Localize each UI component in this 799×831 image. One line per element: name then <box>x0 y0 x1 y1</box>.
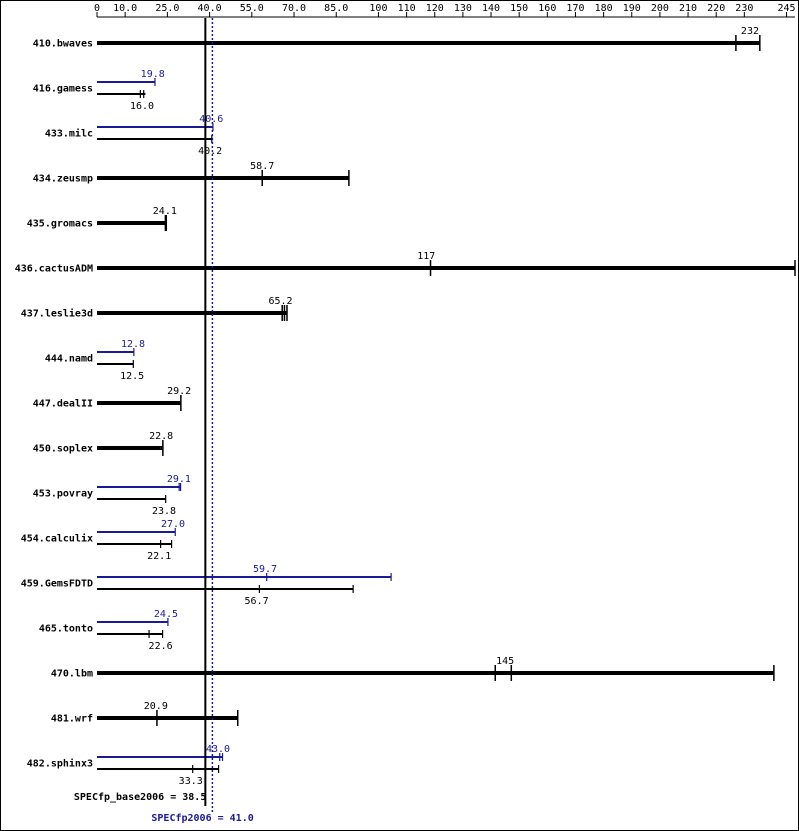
peak-value-label: 43.0 <box>206 744 230 755</box>
benchmark-row: 453.povray 29.1 23.8 <box>33 474 191 517</box>
base-value-label: 58.7 <box>250 161 274 172</box>
benchmark-name: 459.GemsFDTD <box>21 579 93 590</box>
base-mean-label: SPECfp_base2006 = 38.5 <box>74 792 206 803</box>
bars: 410.bwaves232416.gamess19.816.0433.milc4… <box>15 26 796 787</box>
benchmark-row: 470.lbm 145 <box>51 656 775 681</box>
benchmark-name: 454.calculix <box>21 533 93 545</box>
peak-value-label: 59.7 <box>253 564 277 575</box>
x-tick-label: 210 <box>679 3 697 14</box>
base-value-label: 22.1 <box>147 551 171 562</box>
x-tick-label: 70.0 <box>282 3 306 14</box>
peak-value-label: 27.0 <box>161 519 185 530</box>
benchmark-name: 482.sphinx3 <box>27 758 93 770</box>
peak-mean-label: SPECfp2006 = 41.0 <box>151 813 253 824</box>
benchmark-row: 416.gamess 19.8 16.0 <box>33 69 165 112</box>
base-value-label: 22.8 <box>149 431 173 442</box>
peak-value-label: 29.1 <box>167 474 191 485</box>
x-tick-label: 160 <box>538 3 556 14</box>
peak-value-label: 12.8 <box>121 339 145 350</box>
benchmark-row: 454.calculix 27.0 22.1 <box>21 519 185 562</box>
benchmark-name: 410.bwaves <box>33 39 93 50</box>
x-tick-label: 120 <box>426 3 444 14</box>
x-tick-label: 100 <box>369 3 387 14</box>
benchmark-name: 444.namd <box>45 354 93 365</box>
benchmark-row: 459.GemsFDTD 59.7 56.7 <box>21 564 392 607</box>
x-tick-label: 150 <box>510 3 528 14</box>
benchmark-row: 481.wrf 20.9 <box>51 701 239 726</box>
base-value-label: 16.0 <box>130 101 154 112</box>
summary-lines: SPECfp_base2006 = 38.5 SPECfp2006 = 41.0 <box>74 18 254 824</box>
x-tick-label: 130 <box>454 3 472 14</box>
benchmark-row: 410.bwaves 232 <box>33 26 761 51</box>
base-value-label: 22.6 <box>149 641 173 652</box>
x-tick-label: 55.0 <box>240 3 264 14</box>
x-tick-label: 10.0 <box>113 3 137 14</box>
benchmark-row: 435.gromacs 24.1 <box>27 206 177 231</box>
x-tick-label: 40.0 <box>198 3 222 14</box>
base-value-label: 33.3 <box>179 776 203 787</box>
benchmark-name: 436.cactusADM <box>15 264 93 275</box>
benchmark-row: 433.milc 40.6 40.2 <box>45 114 223 157</box>
base-value-label: 117 <box>417 251 435 262</box>
x-tick-label: 245 <box>778 3 796 14</box>
base-value-label: 23.8 <box>152 506 176 517</box>
benchmark-row: 465.tonto 24.5 22.6 <box>39 609 178 652</box>
x-tick-label: 110 <box>398 3 416 14</box>
benchmark-row: 444.namd 12.8 12.5 <box>45 339 145 382</box>
base-value-label: 20.9 <box>144 701 168 712</box>
x-tick-label: 200 <box>651 3 669 14</box>
base-value-label: 29.2 <box>167 386 191 397</box>
base-value-label: 12.5 <box>120 371 144 382</box>
benchmark-name: 416.gamess <box>33 84 93 95</box>
peak-value-label: 24.5 <box>154 609 178 620</box>
x-tick-label: 170 <box>566 3 584 14</box>
peak-value-label: 19.8 <box>141 69 165 80</box>
x-tick-label: 25.0 <box>155 3 179 14</box>
benchmark-name: 433.milc <box>45 128 93 140</box>
benchmark-row: 450.soplex 22.8 <box>33 431 173 456</box>
benchmark-row: 482.sphinx3 43.0 33.3 <box>27 744 230 787</box>
x-tick-label: 0 <box>94 3 100 14</box>
benchmark-name: 450.soplex <box>33 444 93 455</box>
base-value-label: 65.2 <box>268 296 292 307</box>
benchmark-name: 437.leslie3d <box>21 308 93 320</box>
base-value-label: 145 <box>496 656 514 667</box>
x-tick-label: 230 <box>735 3 753 14</box>
benchmark-name: 453.povray <box>33 489 93 500</box>
benchmark-name: 470.lbm <box>51 669 93 680</box>
base-value-label: 24.1 <box>153 206 177 217</box>
benchmark-row: 434.zeusmp 58.7 <box>33 161 350 186</box>
benchmark-name: 435.gromacs <box>27 219 93 230</box>
peak-value-label: 40.6 <box>199 114 223 125</box>
x-tick-label: 190 <box>623 3 641 14</box>
benchmark-name: 465.tonto <box>39 624 93 635</box>
benchmark-name: 434.zeusmp <box>33 174 93 185</box>
benchmark-row: 447.dealII 29.2 <box>33 386 191 411</box>
x-axis: 0 10.0 25.0 40.0 55.0 70.0 85.0 100 110 120 130 140… <box>94 3 796 18</box>
x-tick-label: 220 <box>707 3 725 14</box>
benchmark-row: 436.cactusADM 117 <box>15 251 796 276</box>
x-tick-label: 140 <box>482 3 500 14</box>
base-value-label: 232 <box>741 26 759 37</box>
benchmark-name: 481.wrf <box>51 714 93 725</box>
base-value-label: 40.2 <box>198 146 222 157</box>
base-value-label: 56.7 <box>245 596 269 607</box>
x-tick-label: 85.0 <box>324 3 348 14</box>
benchmark-row: 437.leslie3d 65.2 <box>21 296 293 321</box>
benchmark-name: 447.dealII <box>33 399 93 410</box>
x-tick-label: 180 <box>595 3 613 14</box>
